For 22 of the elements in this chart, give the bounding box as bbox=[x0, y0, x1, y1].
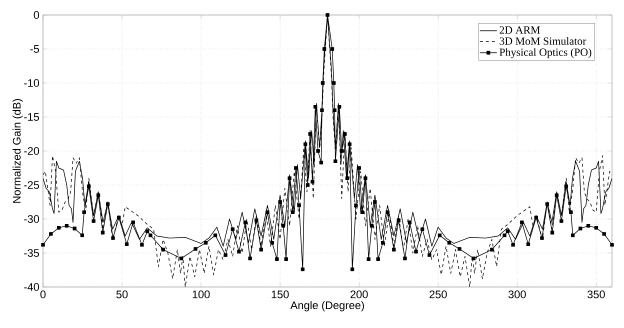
legend-label: 2D ARM bbox=[500, 26, 540, 34]
y-tick-label: -35 bbox=[24, 249, 40, 257]
x-tick-label: 200 bbox=[350, 290, 368, 298]
x-axis-title: Angle (Degree) bbox=[290, 301, 364, 312]
x-tick-label: 150 bbox=[272, 290, 289, 298]
x-tick-label: 100 bbox=[192, 290, 210, 298]
y-tick-label: -15 bbox=[24, 113, 40, 121]
x-tick-label: 300 bbox=[508, 290, 526, 298]
x-tick-label: 350 bbox=[587, 290, 605, 298]
legend-label: Physical Optics (PO) bbox=[500, 48, 592, 58]
y-tick-label: -30 bbox=[24, 215, 40, 223]
legend-label: 3D MoM Simulator bbox=[500, 37, 586, 45]
y-tick-label: -40 bbox=[24, 283, 40, 291]
y-tick-label: -5 bbox=[30, 45, 40, 53]
y-tick-label: -25 bbox=[24, 181, 40, 189]
x-tick-label: 250 bbox=[430, 290, 447, 298]
y-tick-label: -10 bbox=[24, 79, 40, 87]
x-tick-label: 50 bbox=[116, 290, 128, 298]
y-axis-title: Normalized Gain (dB) bbox=[12, 99, 23, 203]
x-tick-label: 0 bbox=[40, 290, 46, 298]
y-tick-label: -20 bbox=[24, 147, 40, 155]
y-tick-label: 0 bbox=[34, 11, 40, 19]
